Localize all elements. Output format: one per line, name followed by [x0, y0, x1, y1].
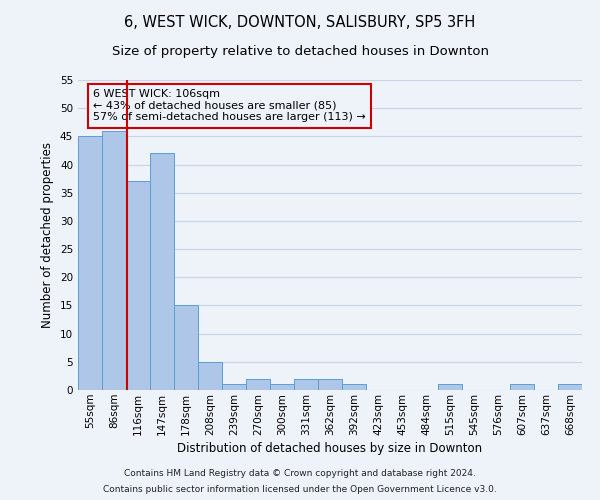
Text: Contains public sector information licensed under the Open Government Licence v3: Contains public sector information licen… [103, 485, 497, 494]
Bar [174, 306, 198, 390]
Bar [294, 378, 318, 390]
Bar [342, 384, 366, 390]
Text: Size of property relative to detached houses in Downton: Size of property relative to detached ho… [112, 45, 488, 58]
Bar [102, 130, 126, 390]
Bar [318, 378, 342, 390]
Bar [78, 136, 102, 390]
Bar [150, 154, 174, 390]
Bar [270, 384, 294, 390]
Bar [438, 384, 462, 390]
Y-axis label: Number of detached properties: Number of detached properties [41, 142, 55, 328]
Bar [126, 182, 150, 390]
Text: 6, WEST WICK, DOWNTON, SALISBURY, SP5 3FH: 6, WEST WICK, DOWNTON, SALISBURY, SP5 3F… [124, 15, 476, 30]
Bar [510, 384, 534, 390]
Bar [198, 362, 222, 390]
Bar [558, 384, 582, 390]
Text: Contains HM Land Registry data © Crown copyright and database right 2024.: Contains HM Land Registry data © Crown c… [124, 468, 476, 477]
X-axis label: Distribution of detached houses by size in Downton: Distribution of detached houses by size … [178, 442, 482, 455]
Bar [222, 384, 246, 390]
Text: 6 WEST WICK: 106sqm
← 43% of detached houses are smaller (85)
57% of semi-detach: 6 WEST WICK: 106sqm ← 43% of detached ho… [93, 90, 366, 122]
Bar [246, 378, 270, 390]
